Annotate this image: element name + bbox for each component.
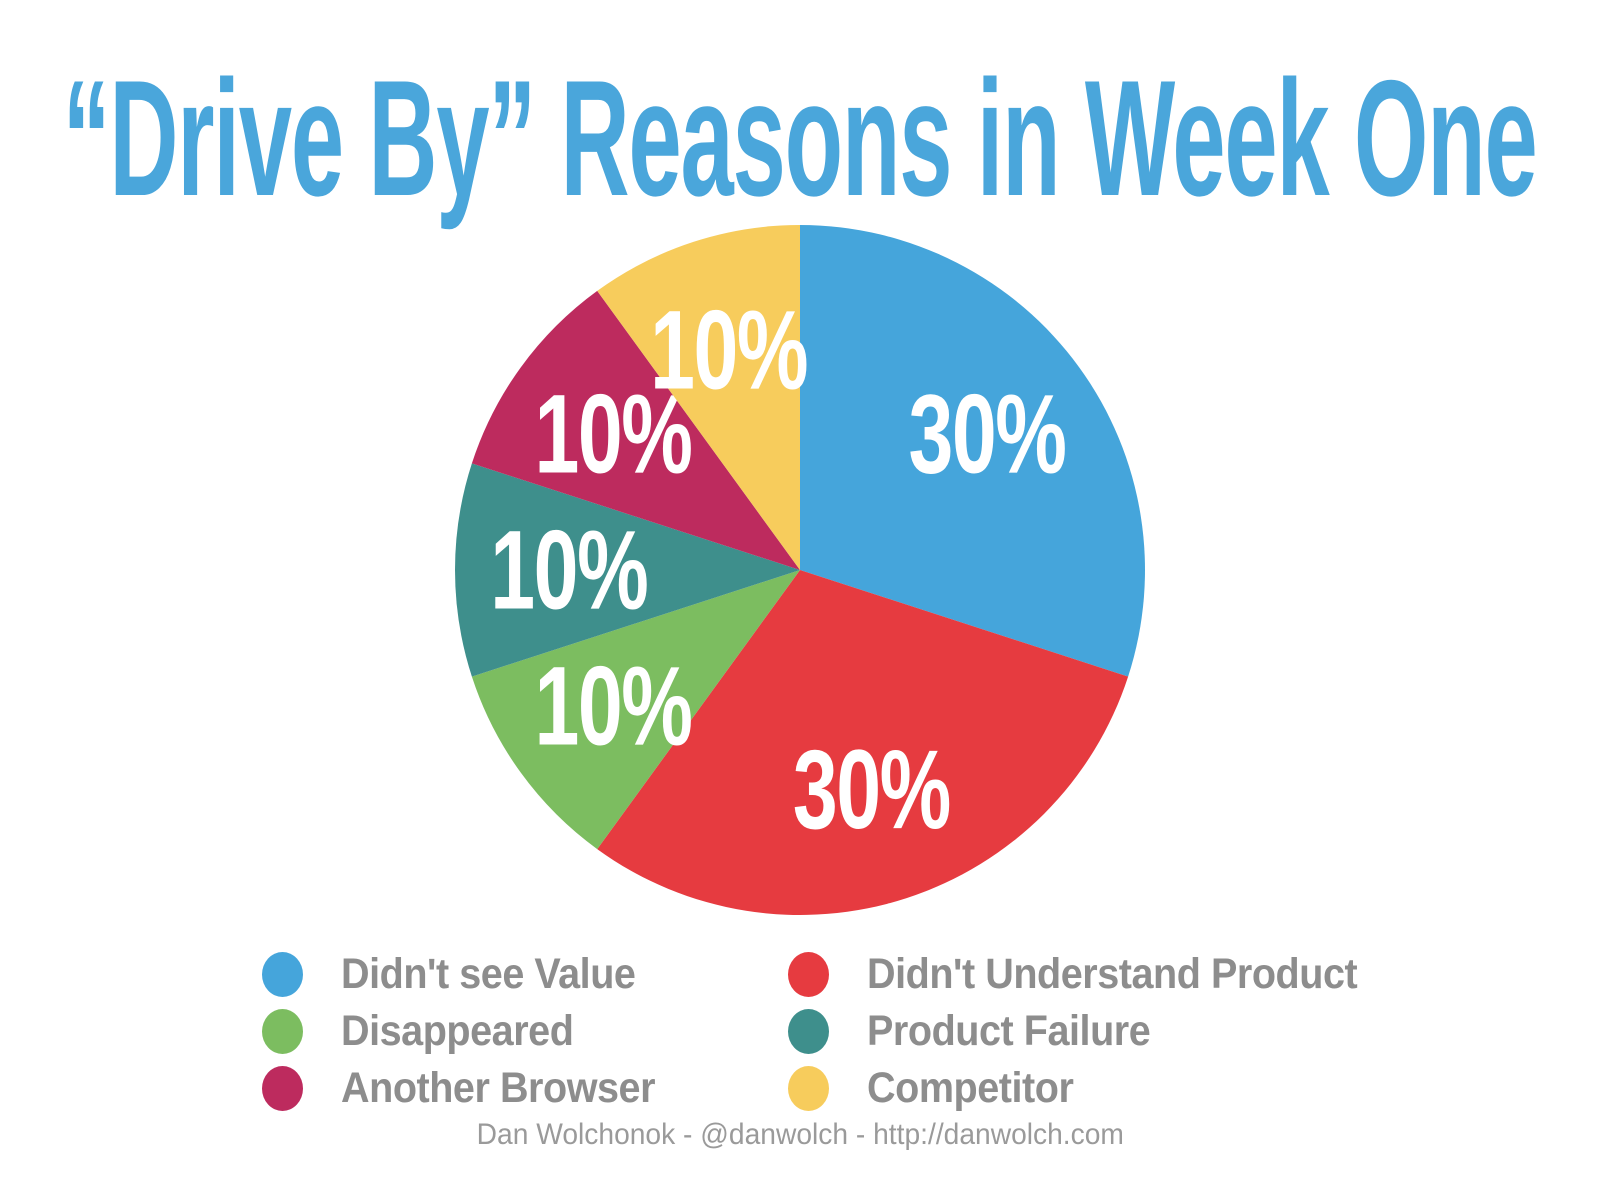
legend-swatch-icon	[262, 1009, 303, 1054]
legend-item-disappeared: Disappeared	[262, 1003, 788, 1060]
legend-label: Didn't Understand Product	[867, 950, 1358, 998]
pie-slice-label-disappeared: 10%	[534, 643, 691, 768]
pie-chart: 30% 30% 10% 10% 10% 10%	[455, 225, 1145, 915]
legend-label: Didn't see Value	[341, 950, 636, 998]
pie-slice-label-product-failure: 10%	[490, 507, 647, 632]
pie-slice-product-failure	[455, 463, 800, 677]
title-container: “Drive By” Reasons in Week One	[0, 38, 1600, 238]
pie-slice-label-didn-t-see-value: 30%	[908, 372, 1065, 497]
chart-title: “Drive By” Reasons in Week One	[63, 45, 1538, 230]
legend-label: Competitor	[867, 1064, 1074, 1112]
legend-item-competitor: Competitor	[788, 1060, 1400, 1117]
legend-swatch-icon	[262, 1066, 303, 1111]
legend-swatch-icon	[788, 1009, 829, 1054]
legend-label: Another Browser	[341, 1064, 656, 1112]
legend-label: Disappeared	[341, 1007, 574, 1055]
pie-slice-didn-t-understand-product	[597, 570, 1129, 915]
pie-slice-label-competitor: 10%	[650, 288, 807, 413]
legend-item-another-browser: Another Browser	[262, 1060, 788, 1117]
pie-slice-disappeared	[471, 570, 800, 850]
pie-slice-label-another-browser: 10%	[534, 372, 691, 497]
legend-item-didn-t-understand-product: Didn't Understand Product	[788, 946, 1400, 1003]
footer: Dan Wolchonok - @danwolch - http://danwo…	[0, 1118, 1600, 1152]
legend-item-product-failure: Product Failure	[788, 1003, 1400, 1060]
pie-slice-label-didn-t-understand-product: 30%	[793, 727, 950, 852]
pie-slice-didn-t-see-value	[800, 225, 1145, 677]
legend-swatch-icon	[788, 952, 829, 997]
legend-swatch-icon	[788, 1066, 829, 1111]
pie-slice-competitor	[597, 225, 800, 570]
pie-chart-svg: 30%30%10%10%10%10%	[455, 225, 1145, 915]
legend: Didn't see Value Disappeared Another Brows…	[262, 946, 1400, 1117]
legend-label: Product Failure	[867, 1007, 1151, 1055]
legend-swatch-icon	[262, 952, 303, 997]
legend-item-didn-t-see-value: Didn't see Value	[262, 946, 788, 1003]
attribution-text: Dan Wolchonok - @danwolch - http://danwo…	[476, 1118, 1124, 1151]
pie-slice-another-browser	[471, 290, 800, 570]
